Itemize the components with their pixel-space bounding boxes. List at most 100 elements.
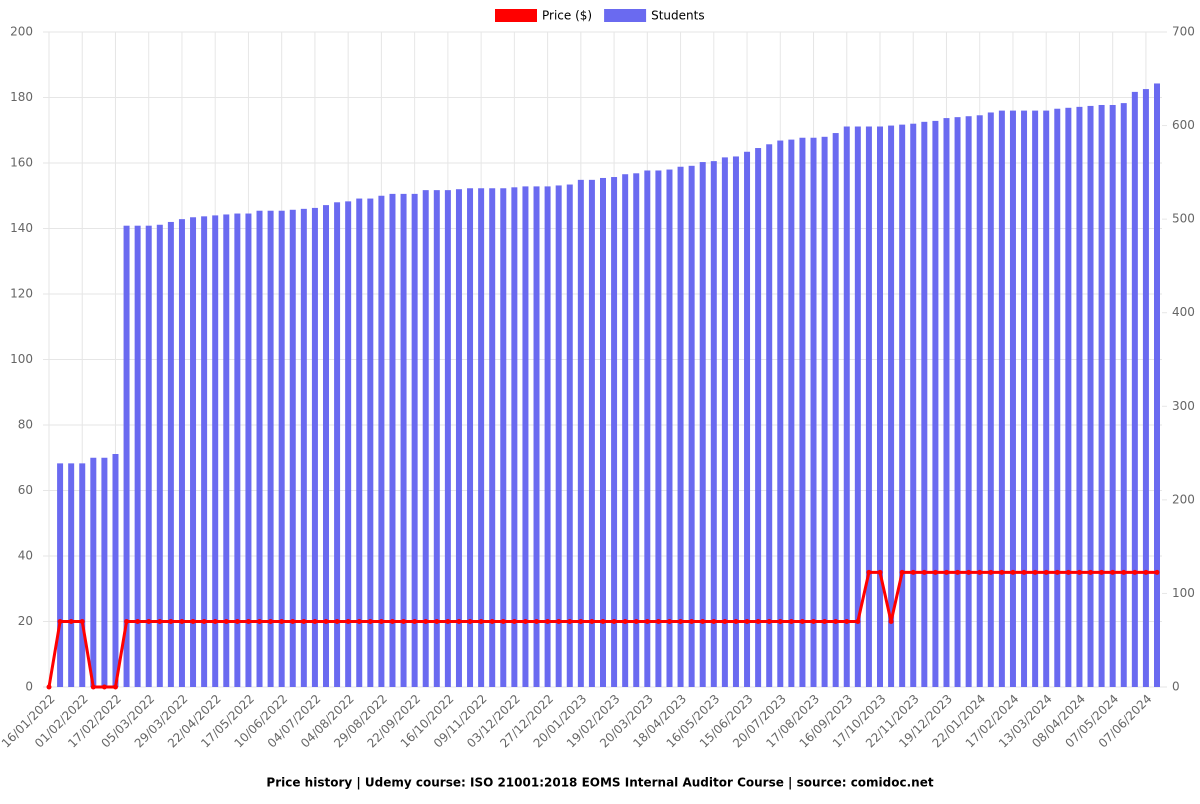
price-point (556, 619, 562, 624)
price-point (700, 619, 706, 624)
price-point (755, 619, 761, 624)
bar (611, 177, 618, 688)
price-point (866, 569, 872, 575)
bar (190, 217, 197, 687)
price-point (201, 619, 207, 624)
price-point (678, 619, 684, 624)
bar (854, 126, 861, 687)
y2-tick-label: 100 (1172, 586, 1195, 600)
bar (921, 121, 928, 688)
bar (422, 190, 429, 687)
price-point (1032, 569, 1038, 575)
bar (777, 140, 784, 688)
price-point (977, 569, 983, 575)
price-point (578, 619, 584, 624)
legend-swatch (495, 9, 537, 22)
price-point (79, 619, 85, 624)
y2-tick-label: 600 (1172, 118, 1195, 132)
bar (167, 221, 174, 687)
price-point (1021, 569, 1027, 575)
price-point (268, 619, 274, 624)
bar (1043, 110, 1050, 688)
bar (212, 215, 219, 687)
bar (1076, 106, 1083, 688)
price-point (445, 619, 451, 624)
bar (877, 126, 883, 687)
price-point (921, 569, 927, 575)
price-point (1065, 569, 1071, 575)
bar (644, 170, 651, 687)
price-point (999, 569, 1005, 575)
bar (256, 210, 263, 687)
bar (500, 188, 507, 687)
price-point (988, 569, 994, 575)
price-point (112, 684, 118, 690)
bar (245, 213, 252, 687)
price-point (412, 619, 418, 624)
bar (455, 189, 462, 687)
bar (267, 210, 274, 687)
price-point (290, 619, 296, 624)
bar (367, 198, 374, 688)
price-point (799, 619, 805, 624)
price-point (46, 684, 52, 690)
bar (1032, 110, 1039, 688)
bar (1142, 89, 1149, 688)
bar (1009, 110, 1016, 688)
price-point (190, 619, 196, 624)
price-point (1121, 569, 1127, 575)
price-point (589, 619, 595, 624)
bar (1120, 103, 1127, 688)
price-point (1110, 569, 1116, 575)
bar (566, 184, 573, 687)
legend-swatch (604, 9, 647, 22)
bar (688, 165, 695, 688)
price-point (511, 619, 517, 624)
bar (655, 170, 662, 687)
price-point (777, 619, 783, 624)
bar (744, 151, 751, 687)
bar (79, 463, 86, 687)
y-tick-label: 40 (18, 549, 33, 563)
bar (732, 156, 739, 687)
bar (555, 185, 562, 687)
price-point (500, 619, 506, 624)
price-point (966, 569, 972, 575)
y-tick-label: 140 (10, 221, 33, 235)
price-point (124, 619, 130, 624)
bar (965, 116, 972, 687)
price-point (534, 619, 540, 624)
price-point (68, 619, 74, 624)
price-point (567, 619, 573, 624)
bar (345, 201, 352, 687)
bar (1054, 108, 1061, 687)
bar (544, 186, 551, 687)
price-point (1132, 569, 1138, 575)
bar (622, 174, 629, 687)
bar (766, 144, 773, 688)
bar (300, 208, 307, 687)
price-point (401, 619, 407, 624)
bar (943, 118, 950, 688)
price-point (666, 619, 672, 624)
price-point (855, 619, 861, 624)
bar (90, 457, 97, 687)
bar (865, 126, 872, 687)
y-tick-label: 60 (18, 483, 33, 497)
bar (478, 188, 485, 687)
bar (289, 209, 296, 688)
price-point (899, 569, 905, 575)
price-point (179, 619, 185, 624)
legend-label: Students (651, 9, 705, 23)
price-point (600, 619, 606, 624)
price-point (611, 619, 617, 624)
price-point (932, 569, 938, 575)
bar (411, 193, 418, 687)
bar (444, 190, 451, 687)
price-point (135, 619, 141, 624)
price-point (168, 619, 174, 624)
price-point (833, 619, 839, 624)
price-point (245, 619, 251, 624)
price-point (489, 619, 495, 624)
price-point (622, 619, 628, 624)
